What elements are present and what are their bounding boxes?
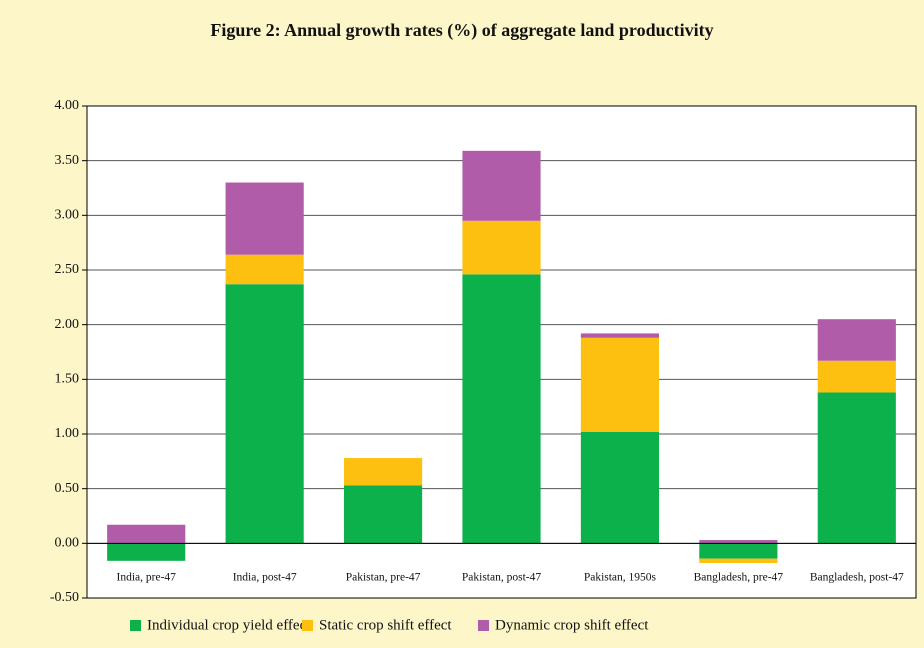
bar-segment: [225, 182, 304, 255]
bar-segment: [225, 284, 304, 544]
chart-title: Figure 2: Annual growth rates (%) of agg…: [210, 20, 713, 41]
bar-segment: [580, 337, 660, 432]
y-tick-label: 4.00: [55, 98, 80, 113]
bar-segment: [699, 543, 778, 559]
bar-segment: [580, 431, 660, 544]
x-tick-label: Pakistan, pre-47: [346, 572, 421, 584]
x-tick-label: Bangladesh, pre-47: [694, 572, 784, 584]
y-tick-label: 2.00: [55, 317, 80, 332]
y-tick-label: 1.00: [55, 426, 80, 441]
y-tick-label: 0.50: [55, 481, 80, 496]
legend-label: Static crop shift effect: [319, 617, 452, 633]
bar-segment: [107, 524, 186, 544]
legend-swatch: [130, 620, 141, 631]
bar-segment: [462, 150, 541, 221]
legend-swatch: [478, 620, 489, 631]
x-tick-label: India, pre-47: [117, 572, 177, 584]
bar-segment: [462, 274, 541, 544]
legend-label: Individual crop yield effect: [147, 617, 311, 633]
x-tick-label: Pakistan, 1950s: [584, 572, 657, 584]
y-tick-label: 3.00: [55, 208, 80, 223]
legend-swatch: [302, 620, 313, 631]
y-tick-label: 3.50: [55, 153, 80, 168]
bar-segment: [580, 333, 660, 338]
plot-border: [86, 105, 917, 599]
y-tick-label: 1.50: [55, 372, 80, 387]
bar-segment: [462, 220, 541, 275]
y-tick-label: 2.50: [55, 262, 80, 277]
bar-segment: [343, 458, 423, 486]
bar-segment: [817, 392, 896, 544]
y-tick-label: -0.50: [50, 590, 79, 605]
bar-segment: [699, 540, 778, 544]
bar-segment: [817, 360, 896, 393]
y-tick-label: 0.00: [55, 536, 80, 551]
x-tick-label: Pakistan, post-47: [462, 572, 541, 584]
bar-segment: [817, 319, 896, 361]
x-tick-label: India, post-47: [233, 572, 297, 584]
x-tick-label: Bangladesh, post-47: [810, 572, 904, 584]
bar-segment: [699, 558, 778, 564]
bar-segment: [225, 254, 304, 285]
bar-segment: [107, 543, 186, 561]
bar-segment: [343, 485, 423, 544]
legend-label: Dynamic crop shift effect: [495, 617, 649, 633]
